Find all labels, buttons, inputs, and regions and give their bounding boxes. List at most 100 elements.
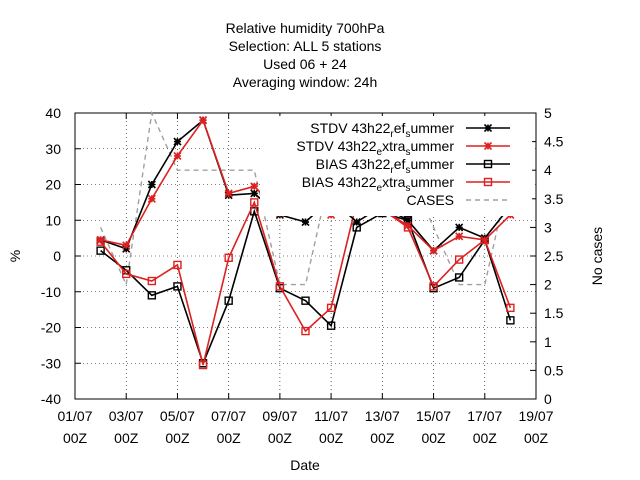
x-tick-label: 07/07	[211, 408, 246, 424]
title-line: Averaging window: 24h	[233, 74, 378, 90]
data-point	[250, 189, 259, 198]
x-tick-label: 00Z	[268, 430, 293, 446]
y2-tick-label: 4	[544, 162, 552, 178]
data-point	[224, 253, 233, 262]
data-point	[224, 189, 233, 198]
y-tick-label: 10	[45, 212, 61, 228]
y2-tick-label: 5	[544, 105, 552, 121]
x-tick-label: 19/07	[518, 408, 553, 424]
data-point	[455, 223, 464, 232]
y-tick-label: -10	[41, 284, 61, 300]
legend-text-part: xtra	[382, 138, 406, 154]
data-point	[301, 326, 310, 336]
x-tick-label: 00Z	[319, 430, 344, 446]
data-point	[326, 321, 336, 330]
data-point	[483, 177, 493, 187]
legend-text-part: STDV 43h22	[296, 138, 376, 154]
data-point	[483, 159, 493, 169]
data-point	[96, 246, 105, 255]
data-point	[96, 235, 105, 244]
legend-text-part: xtra	[382, 174, 406, 190]
legend-text-part: CASES	[407, 192, 454, 208]
data-point	[403, 221, 413, 230]
legend-text-part: s	[405, 129, 410, 140]
title-line: Used 06 + 24	[263, 56, 347, 72]
y2-tick-label: 3	[544, 219, 552, 235]
data-point	[250, 182, 259, 191]
data-point	[506, 316, 515, 325]
data-point	[198, 360, 208, 370]
legend-text-part: s	[405, 165, 410, 176]
y2-axis-label: No cases	[589, 227, 605, 285]
data-point	[198, 116, 208, 125]
y-tick-label: 20	[45, 177, 61, 193]
data-point	[483, 123, 493, 133]
y2-tick-label: 2	[544, 277, 552, 293]
x-tick-label: 00Z	[370, 430, 395, 446]
x-tick-label: 00Z	[165, 430, 190, 446]
legend-entry: CASES	[407, 192, 454, 208]
series-line	[100, 208, 512, 366]
legend-entry: STDV 43h22refsummer	[310, 120, 454, 140]
legend-text-part: r	[390, 129, 394, 140]
data-point	[173, 151, 182, 160]
x-tick-label: 01/07	[57, 408, 92, 424]
chart-title: Relative humidity 700hPa Selection: ALL 5…	[226, 20, 385, 90]
y2-axis: 0 0.5 1 1.5 2 2.5 3 3.5 4 4.5 5	[530, 105, 564, 407]
data-point	[429, 282, 438, 291]
data-point	[403, 216, 413, 225]
data-point	[454, 255, 464, 264]
x-tick-label: 11/07	[314, 408, 348, 424]
data-point	[122, 269, 131, 279]
y2-tick-label: 1.5	[544, 305, 564, 321]
data-point	[250, 198, 259, 207]
legend-text-part: s	[405, 183, 410, 194]
x-tick-label: 17/07	[467, 408, 502, 424]
x-tick-label: 00Z	[524, 430, 549, 446]
y-tick-label: -20	[41, 320, 61, 336]
legend-text-part: e	[377, 147, 383, 158]
x-tick-label: 03/07	[109, 408, 144, 424]
y-tick-label: 30	[45, 141, 61, 157]
data-point	[122, 244, 131, 253]
legend-text-part: ummer	[410, 174, 454, 190]
legend-text-part: e	[377, 183, 383, 194]
data-point	[173, 282, 182, 291]
legend-text-part: BIAS 43h22	[316, 156, 391, 172]
legend-entry: BIAS 43h22extrasummer	[302, 174, 455, 194]
data-point	[506, 303, 515, 313]
data-point	[173, 137, 182, 146]
x-tick-label: 00Z	[114, 430, 139, 446]
x-tick-label: 00Z	[63, 430, 88, 446]
title-line: Relative humidity 700hPa	[226, 20, 385, 36]
legend-text-part: r	[390, 165, 394, 176]
legend-text-part: ef	[394, 156, 406, 172]
x-tick-label: 13/07	[365, 408, 400, 424]
data-point	[326, 303, 336, 313]
x-axis-label: Date	[290, 457, 320, 473]
series-line	[99, 200, 512, 366]
y2-tick-label: 4.5	[544, 134, 564, 150]
x-tick-label: 00Z	[473, 430, 498, 446]
data-point	[147, 291, 157, 300]
y-tick-label: 40	[45, 105, 61, 121]
y2-tick-label: 0	[544, 391, 552, 407]
data-point	[224, 296, 233, 305]
legend-text-part: ummer	[410, 120, 454, 136]
x-axis: 01/07 00Z 03/07 00Z 05/07 00Z 07/07 00Z 09/07 00Z…	[57, 113, 554, 446]
data-point	[483, 141, 493, 151]
data-point	[480, 235, 489, 244]
y-tick-label: 0	[53, 248, 61, 264]
x-tick-label: 15/07	[416, 408, 451, 424]
data-point	[122, 241, 131, 250]
y2-tick-label: 1	[544, 334, 552, 350]
legend-text-part: ummer	[410, 156, 454, 172]
series-2	[96, 207, 515, 368]
y-tick-label: -40	[41, 391, 61, 407]
legend-text-part: ef	[394, 120, 406, 136]
data-point	[301, 296, 310, 305]
x-tick-label: 09/07	[262, 408, 297, 424]
data-point	[147, 276, 157, 286]
